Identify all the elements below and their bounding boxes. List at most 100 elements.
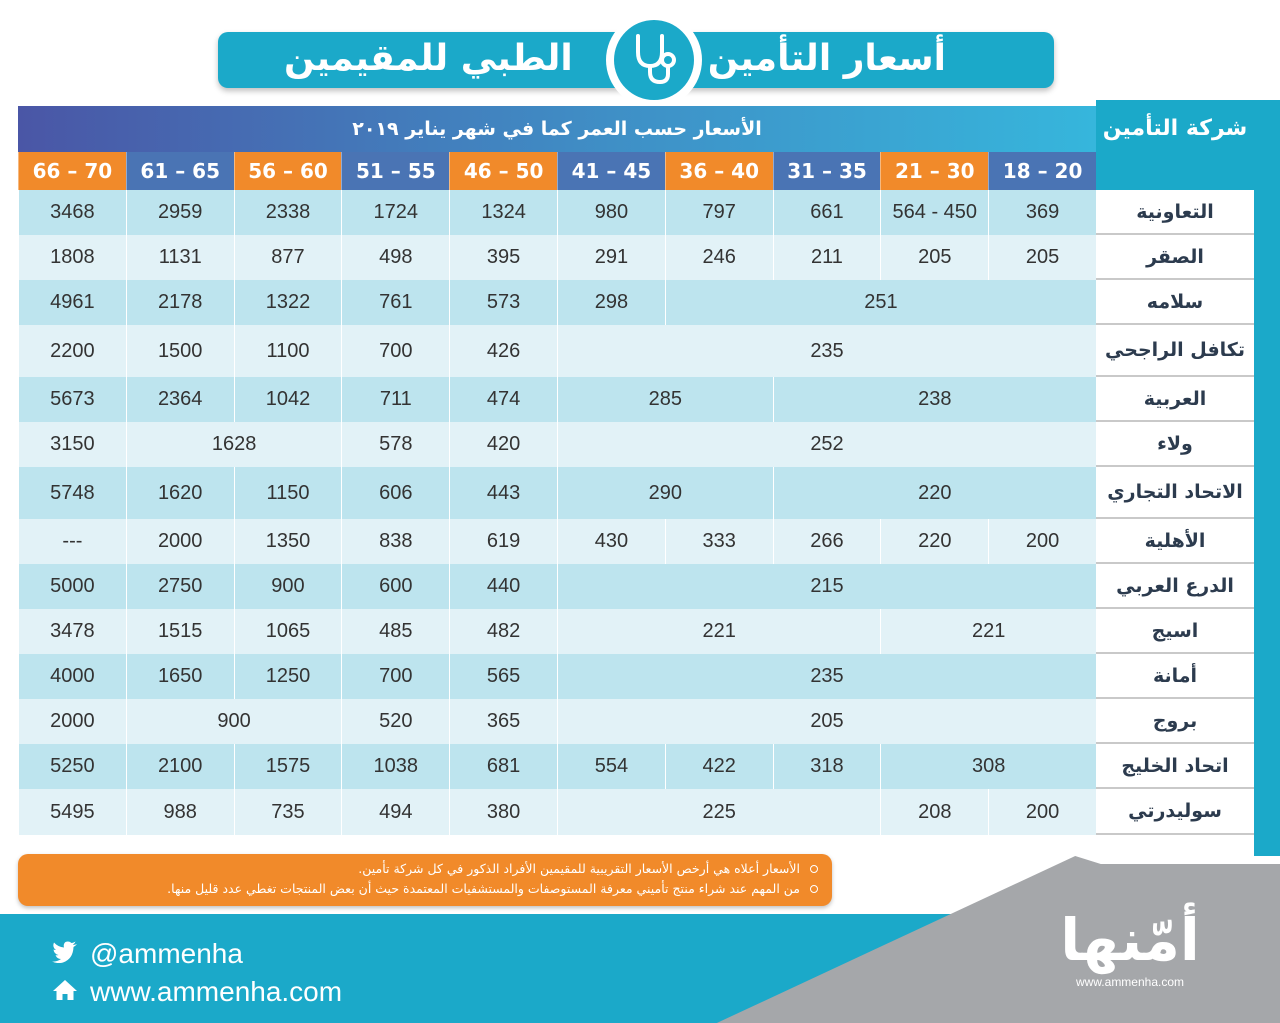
price-cell: 215 [557,564,1096,609]
price-table: الأسعار حسب العمر كما في شهر يناير ٢٠١٩ … [18,100,1280,856]
company-name: الأهلية [1096,519,1254,564]
price-cell: 220 [880,519,988,564]
price-cell: 5000 [18,564,126,609]
page-title-part-1: أسعار التأمين [707,38,946,79]
row-cells: 205 365 520 900 2000 [18,699,1096,744]
price-cell: 711 [341,377,449,422]
price-cell: 564 - 450 [880,190,988,235]
table-row: 251 298 573 761 1322 2178 4961 سلامه [18,280,1254,325]
company-name: أمانة [1096,654,1254,699]
price-cell: 2000 [125,519,234,564]
bullet-icon [810,885,818,893]
price-cell: 1350 [233,519,342,564]
company-name: بروج [1096,699,1254,744]
row-cells: 215 440 600 900 2750 5000 [18,564,1096,609]
price-cell: 1575 [233,744,342,789]
price-cell: 877 [233,235,342,280]
footer-notch [1075,856,1280,864]
price-cell: 420 [449,422,557,467]
age-group-header: 46 – 50 [449,152,558,190]
price-cell: 4000 [18,654,126,699]
table-row: 220 290 443 606 1150 1620 5748 الاتحاد التجاري [18,467,1254,519]
price-cell: 1620 [125,467,234,519]
price-cell: 2959 [125,190,234,235]
age-group-header: 61 – 65 [125,152,234,190]
price-cell: 573 [449,280,557,325]
price-cell: 735 [233,789,342,835]
table-body: 369 564 - 450 661 797 980 1324 1724 2338 2959 346… [18,190,1254,835]
twitter-contact[interactable]: @ammenha [52,938,243,970]
table-row: 205 205 211 246 291 395 498 877 1131 1808 الصقر [18,235,1254,280]
company-name: ولاء [1096,422,1254,467]
price-cell: 285 [557,377,773,422]
table-row: 235 565 700 1250 1650 4000 أمانة [18,654,1254,699]
price-cell: 578 [341,422,449,467]
brand-logo: أمّنها www.ammenha.com [1040,905,1220,1005]
table-row: 252 420 578 1628 3150 ولاء [18,422,1254,467]
price-cell: --- [18,519,126,564]
price-cell: 1042 [233,377,342,422]
row-cells: 221 221 482 485 1065 1515 3478 [18,609,1096,654]
bullet-icon [810,865,818,873]
table-caption: الأسعار حسب العمر كما في شهر يناير ٢٠١٩ [18,106,1096,152]
price-cell: 205 [557,699,1096,744]
row-cells: 200 220 266 333 430 619 838 1350 2000 --- [18,519,1096,564]
price-cell: 485 [341,609,449,654]
company-name: اسيج [1096,609,1254,654]
price-cell: 4961 [18,280,126,325]
company-name: تكافل الراجحي [1096,325,1254,377]
price-cell: 443 [449,467,557,519]
price-cell: 681 [449,744,557,789]
price-cell: 5673 [18,377,126,422]
price-cell: 474 [449,377,557,422]
age-group-header: 56 – 60 [233,152,342,190]
price-cell: 2750 [125,564,234,609]
price-cell: 221 [557,609,880,654]
price-cell: 1324 [449,190,557,235]
page-title-part-2: الطبي للمقيمين [284,38,573,79]
price-cell: 205 [988,235,1096,280]
price-cell: 600 [341,564,449,609]
price-cell: 482 [449,609,557,654]
price-cell: 1100 [233,325,342,377]
price-cell: 1500 [125,325,234,377]
row-cells: 251 298 573 761 1322 2178 4961 [18,280,1096,325]
price-cell: 900 [233,564,342,609]
price-cell: 1150 [233,467,342,519]
title-icon-badge [606,12,702,108]
twitter-icon [52,938,90,970]
twitter-handle[interactable]: @ammenha [90,938,243,969]
notes-box: الأسعار أعلاه هي أرخص الأسعار التقريبية … [18,854,832,906]
note-text: من المهم عند شراء منتج تأميني معرفة المس… [167,881,800,896]
price-cell: 365 [449,699,557,744]
price-cell: 1038 [341,744,449,789]
company-name: سلامه [1096,280,1254,325]
table-row: 235 426 700 1100 1500 2200 تكافل الراجحي [18,325,1254,377]
price-cell: 1250 [233,654,342,699]
website-contact[interactable]: www.ammenha.com [52,976,342,1008]
price-cell: 291 [557,235,665,280]
price-cell: 1628 [125,422,342,467]
website-link[interactable]: www.ammenha.com [90,976,343,1007]
age-group-header: 31 – 35 [772,152,881,190]
note-item: الأسعار أعلاه هي أرخص الأسعار التقريبية … [32,859,818,879]
price-cell: 980 [557,190,665,235]
price-cell: 494 [341,789,449,835]
row-cells: 200 208 225 380 494 735 988 5495 [18,789,1096,835]
price-cell: 554 [557,744,665,789]
price-cell: 369 [988,190,1096,235]
age-group-header: 21 – 30 [880,152,989,190]
price-cell: 252 [557,422,1096,467]
price-cell: 318 [772,744,881,789]
price-cell: 1131 [125,235,234,280]
table-row: 308 318 422 554 681 1038 1575 2100 5250 اتحاد الخ… [18,744,1254,789]
title-banner: أسعار التأمين الطبي للمقيمين [218,12,1054,108]
price-cell: 2178 [125,280,234,325]
price-cell: 225 [557,789,880,835]
price-cell: 200 [988,519,1096,564]
price-cell: 619 [449,519,557,564]
price-cell: 1650 [125,654,234,699]
price-cell: 430 [557,519,665,564]
price-cell: 1322 [233,280,342,325]
price-cell: 2200 [18,325,126,377]
